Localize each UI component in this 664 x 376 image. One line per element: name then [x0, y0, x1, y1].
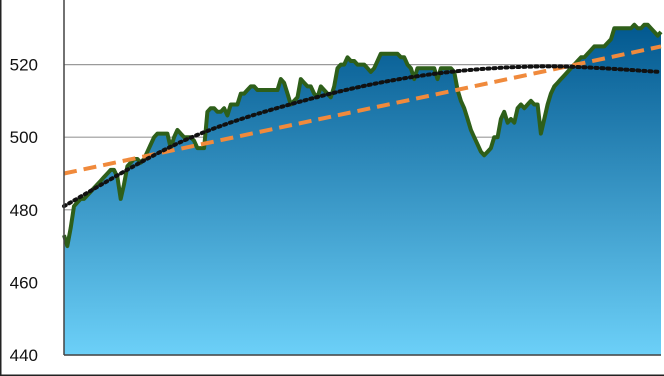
y-tick-label: 460 [10, 273, 38, 292]
y-tick-label: 540 [10, 0, 38, 2]
trendlines [62, 44, 663, 209]
area-fill [64, 24, 661, 355]
area-outline [62, 22, 663, 249]
price-area-series [62, 22, 663, 355]
polynomial-trendline [62, 64, 663, 209]
y-tick-label: 500 [10, 128, 38, 147]
y-tick-label: 440 [10, 346, 38, 365]
y-axis-tick-labels: 440 460 480 500 520 540 [10, 0, 38, 365]
y-tick-label: 480 [10, 201, 38, 220]
y-tick-label: 520 [10, 56, 38, 75]
